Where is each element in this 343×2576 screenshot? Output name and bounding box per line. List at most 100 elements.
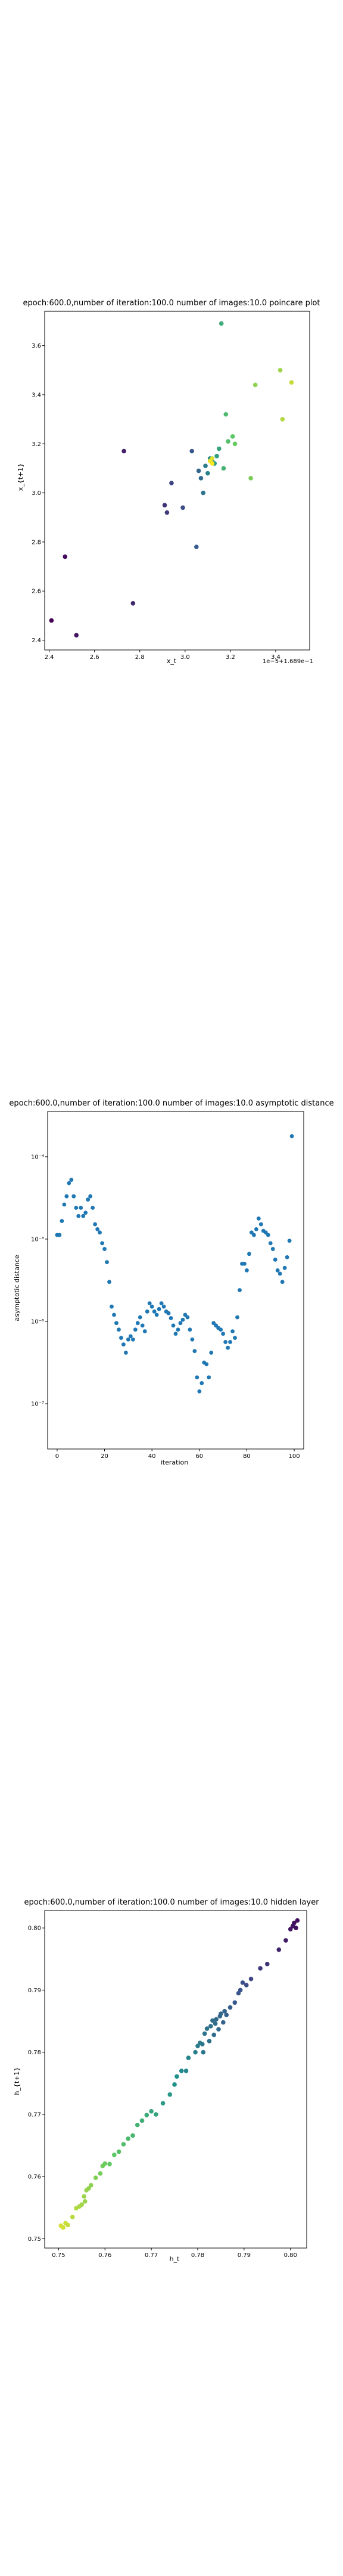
data-point	[217, 446, 222, 451]
data-point	[178, 1321, 183, 1326]
data-point	[79, 2202, 85, 2207]
x-tick-label: 3.2	[226, 654, 235, 661]
x-axis-label: iteration	[161, 1459, 188, 1466]
data-point	[180, 505, 185, 510]
y-tick-label: 2.6	[32, 589, 41, 595]
data-point	[89, 2182, 93, 2188]
x-tick-label: 0.77	[145, 2252, 158, 2259]
y-axis-label: x_{t+1}	[17, 463, 24, 491]
data-point	[223, 1340, 228, 1344]
hidden-layer-chart: epoch:600.0,number of iteration:100.0 nu…	[13, 1898, 319, 2263]
data-point	[230, 434, 235, 439]
data-point	[275, 1268, 280, 1272]
x-tick-label: 2.4	[45, 654, 54, 661]
data-point	[142, 1329, 147, 1333]
data-point	[242, 1261, 247, 1266]
data-point	[290, 1924, 295, 1928]
data-point	[107, 1280, 111, 1284]
data-point	[174, 2074, 179, 2079]
data-point	[268, 1241, 273, 1246]
data-point	[74, 1206, 79, 1210]
data-point	[280, 417, 285, 422]
data-point	[208, 2024, 213, 2029]
x-tick-label: 0.80	[284, 2252, 297, 2259]
data-point	[49, 618, 54, 623]
x-axis-label: x_t	[167, 657, 177, 665]
x-tick-label: 0.78	[191, 2252, 204, 2259]
data-point	[248, 1976, 254, 1981]
data-point	[195, 1375, 199, 1380]
data-point	[64, 1194, 69, 1199]
data-point	[194, 544, 199, 549]
data-point	[280, 1280, 285, 1284]
data-point	[57, 1233, 62, 1237]
y-tick-label: 2.4	[32, 637, 41, 644]
data-point	[201, 2049, 206, 2055]
data-point	[192, 1349, 197, 1354]
data-point	[81, 1213, 86, 1218]
data-point	[203, 463, 208, 469]
chart-title: epoch:600.0,number of iteration:100.0 nu…	[9, 1099, 333, 1108]
data-point	[162, 503, 167, 507]
data-point	[193, 2049, 198, 2055]
data-point	[130, 2133, 135, 2138]
data-point	[219, 321, 224, 326]
data-point	[198, 476, 204, 481]
data-point	[147, 1301, 152, 1306]
data-point	[210, 461, 215, 466]
data-point	[169, 481, 174, 485]
data-point	[149, 2109, 154, 2114]
data-point	[130, 1337, 135, 1342]
data-point	[166, 1311, 171, 1315]
y-tick-label: 0.75	[28, 2236, 41, 2243]
data-point	[226, 439, 230, 444]
x-tick-label: 60	[195, 1453, 203, 1460]
data-point	[232, 441, 238, 447]
data-point	[112, 1312, 116, 1317]
data-point	[121, 1342, 126, 1347]
x-tick-label: 3.0	[180, 654, 190, 661]
y-tick-label: 0.76	[28, 2174, 41, 2181]
data-point	[221, 2020, 226, 2025]
x-tick-label: 2.6	[90, 654, 99, 661]
data-point	[102, 2161, 108, 2166]
asymptotic-distance-chart: epoch:600.0,number of iteration:100.0 nu…	[9, 1099, 333, 1466]
data-point	[288, 1927, 293, 1932]
data-point	[214, 2017, 219, 2022]
data-point	[86, 1197, 91, 1202]
y-tick-label: 2.8	[32, 539, 41, 546]
data-point	[130, 600, 136, 606]
data-point	[238, 1288, 242, 1292]
data-point	[154, 1312, 159, 1317]
data-point	[160, 2101, 166, 2106]
data-point	[196, 468, 201, 473]
x-tick-label: 80	[243, 1453, 251, 1460]
data-point	[276, 1947, 282, 1952]
data-point	[273, 1258, 277, 1262]
data-point	[121, 2142, 126, 2147]
data-point	[179, 2069, 184, 2073]
data-point	[289, 1134, 294, 1138]
data-point	[93, 1222, 98, 1227]
x-tick-label: 20	[101, 1453, 108, 1460]
x-tick-label: 0.79	[238, 2252, 251, 2259]
data-point	[133, 1327, 138, 1332]
data-point	[227, 2005, 233, 2010]
data-point	[256, 1216, 261, 1221]
data-point	[86, 2186, 91, 2191]
data-point	[140, 1323, 145, 1328]
data-point	[69, 1178, 74, 1182]
data-point	[82, 2199, 88, 2204]
data-point	[93, 2175, 98, 2181]
data-point	[216, 2027, 221, 2032]
data-point	[139, 2118, 145, 2123]
data-point	[159, 1301, 164, 1306]
data-point	[71, 1194, 76, 1199]
data-point	[188, 1327, 192, 1332]
data-point	[102, 1247, 107, 1251]
data-point	[210, 2018, 215, 2023]
x-tick-label: 0.75	[52, 2252, 65, 2259]
data-point	[144, 2113, 149, 2117]
data-point	[202, 2031, 207, 2036]
data-point	[121, 448, 126, 454]
